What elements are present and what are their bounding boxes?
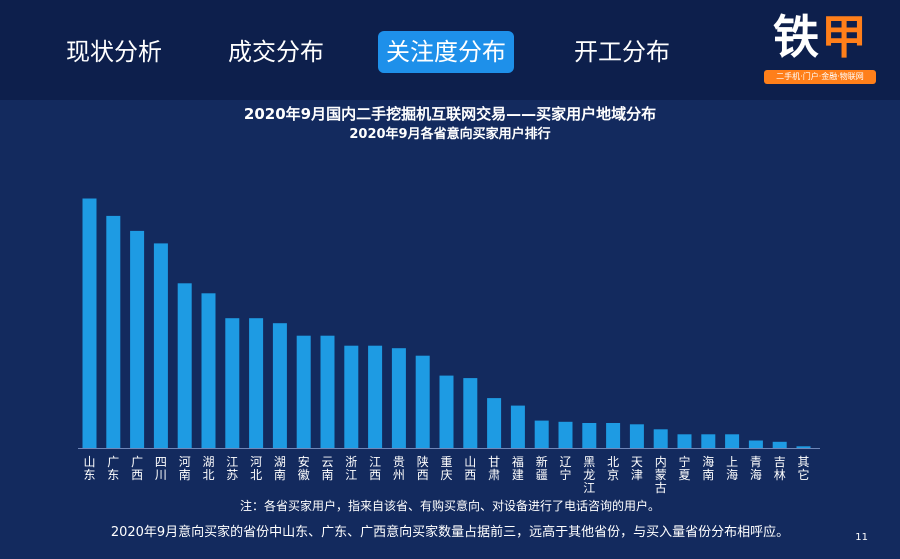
bar-海南: [701, 434, 716, 448]
bar-江西: [368, 345, 383, 448]
bar-北京: [606, 423, 621, 448]
category-label-河南: 河南: [179, 455, 191, 482]
category-label-广西: 广西: [131, 455, 143, 482]
tab-status-analysis[interactable]: 现状分析: [66, 38, 162, 66]
bar-山西: [463, 378, 478, 448]
category-label-其它: 其它: [797, 455, 809, 482]
category-label-辽宁: 辽宁: [559, 455, 571, 482]
category-label-上海: 上海: [726, 455, 738, 482]
category-label-江西: 江西: [369, 455, 381, 482]
bar-陕西: [415, 355, 430, 448]
logo-wordmark: 铁甲: [773, 10, 869, 64]
bar-安徽: [296, 335, 311, 448]
bar-甘肃: [487, 398, 502, 448]
bar-宁夏: [677, 434, 692, 448]
bar-其它: [796, 446, 811, 448]
category-label-云南: 云南: [321, 455, 333, 482]
bar-新疆: [534, 420, 549, 448]
bar-浙江: [344, 345, 359, 448]
bar-chart: 山东广东广西四川河南湖北江苏河北湖南安徽云南浙江江西贵州陕西重庆山西甘肃福建新疆…: [78, 198, 820, 495]
tab-transaction-distribution[interactable]: 成交分布: [228, 38, 324, 66]
bar-内蒙古: [653, 429, 668, 448]
category-label-广东: 广东: [107, 455, 119, 482]
bar-山东: [82, 198, 97, 448]
category-label-河北: 河北: [250, 455, 262, 482]
bar-河北: [249, 318, 264, 448]
category-label-山东: 山东: [83, 455, 95, 482]
bar-福建: [510, 405, 525, 448]
footnote: 注：各省买家用户，指来自该省、有购买意向、对设备进行了电话咨询的用户。: [239, 499, 660, 513]
category-label-吉林: 吉林: [774, 455, 786, 482]
category-label-江苏: 江苏: [226, 455, 238, 482]
tab-attention-distribution[interactable]: 关注度分布: [378, 31, 514, 73]
tab-operation-distribution[interactable]: 开工分布: [574, 38, 670, 66]
chart-title: 2020年9月国内二手挖掘机互联网交易——买家用户地域分布: [243, 105, 657, 123]
bar-河南: [177, 283, 192, 448]
bar-辽宁: [558, 421, 573, 448]
category-label-青海: 青海: [750, 455, 762, 482]
bar-广西: [130, 230, 145, 448]
bar-广东: [106, 215, 121, 448]
category-label-湖南: 湖南: [274, 454, 286, 482]
bar-湖南: [272, 323, 287, 448]
page-number: 11: [855, 532, 868, 543]
category-label-湖北: 湖北: [202, 454, 214, 482]
bar-黑龙江: [582, 423, 597, 448]
bar-云南: [320, 335, 335, 448]
bar-湖北: [201, 293, 216, 448]
bar-贵州: [391, 348, 406, 448]
bar-江苏: [225, 318, 240, 448]
category-label-北京: 北京: [607, 455, 619, 482]
bar-重庆: [439, 375, 454, 448]
category-label-宁夏: 宁夏: [678, 454, 690, 482]
category-label-天津: 天津: [631, 455, 643, 482]
category-label-内蒙古: 内蒙古: [655, 455, 667, 495]
bar-上海: [725, 434, 740, 448]
bar-青海: [748, 440, 763, 448]
category-label-新疆: 新疆: [536, 454, 548, 482]
category-label-甘肃: 甘肃: [488, 455, 500, 482]
bar-四川: [153, 243, 168, 448]
category-label-浙江: 浙江: [345, 455, 357, 482]
category-label-四川: 四川: [155, 455, 167, 482]
category-label-陕西: 陕西: [417, 454, 429, 482]
chart-subtitle: 2020年9月各省意向买家用户排行: [349, 127, 551, 142]
category-label-安徽: 安徽: [298, 454, 310, 482]
logo-slogan: 二手机·门户·金融·物联网: [764, 70, 876, 84]
summary-text: 2020年9月意向买家的省份中山东、广东、广西意向买家数量占据前三，远高于其他省…: [110, 525, 790, 540]
category-label-黑龙江: 黑龙江: [583, 455, 595, 495]
category-label-福建: 福建: [512, 454, 524, 482]
category-label-重庆: 重庆: [440, 455, 452, 482]
brand-logo: 铁甲 二手机·门户·金融·物联网: [762, 8, 880, 88]
bar-吉林: [772, 441, 787, 448]
bar-天津: [629, 424, 644, 448]
category-label-海南: 海南: [702, 454, 714, 482]
category-label-山西: 山西: [464, 455, 476, 482]
category-label-贵州: 贵州: [393, 455, 405, 482]
